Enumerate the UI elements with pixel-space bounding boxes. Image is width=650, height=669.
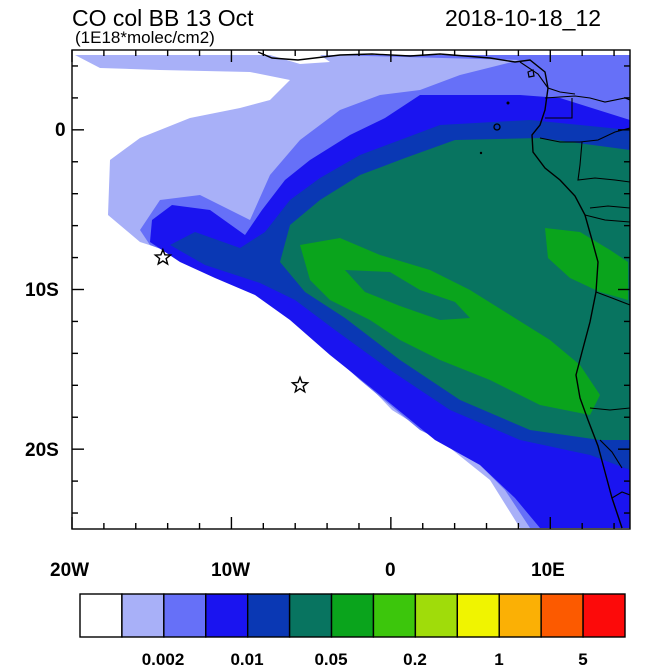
africa-coastline [257,51,623,529]
colorbar-label-0002: 0.002 [141,650,185,669]
colorbar-label-001: 0.01 [230,650,264,669]
island-sao-tome [506,101,510,105]
colorbar-swatch [121,593,165,638]
x-tick-label-20w: 20W [50,560,90,581]
colorbar-swatch [205,593,249,638]
x-tick-label-10e: 10E [531,560,565,581]
island-bioko [493,123,501,131]
colorbar-swatch [288,593,333,638]
valid-datetime: 2018-10-18_12 [445,5,602,31]
axis-ticks [71,50,630,529]
colorbar-swatch [498,593,542,638]
colorbar-label-1: 1 [494,650,504,669]
colorbar-swatch [414,593,459,638]
y-tick-label-20s: 20S [25,440,59,461]
island-north [527,69,535,78]
x-tick-label-0: 0 [385,560,396,581]
country-borders [519,61,630,499]
colorbar-swatch [372,593,417,638]
station-markers [153,247,310,394]
star-marker-west [153,247,173,266]
colorbar-swatch [582,593,626,638]
colorbar-swatch [330,593,375,638]
colorbar-swatch [540,593,584,638]
colorbar-swatch [163,593,207,638]
units-label: (1E18*molec/cm2) [75,28,215,47]
y-tick-label-0: 0 [55,120,66,141]
colorbar-label-02: 0.2 [403,650,427,669]
colorbar-swatch [79,593,123,638]
colorbar-label-005: 0.05 [314,650,348,669]
co-contour-1b [545,228,628,300]
colorbar [79,593,626,638]
star-marker-south [290,375,310,394]
colorbar-swatch [246,593,291,638]
co-contour-05-inset [345,270,470,320]
x-tick-label-10w: 10W [211,560,251,581]
colorbar-swatch [456,593,500,638]
island-annobon [479,151,483,155]
y-tick-label-10s: 10S [25,280,59,301]
colorbar-label-5: 5 [578,650,588,669]
co-column-field [72,50,630,529]
plot-title: CO col BB 13 Oct [72,5,254,31]
